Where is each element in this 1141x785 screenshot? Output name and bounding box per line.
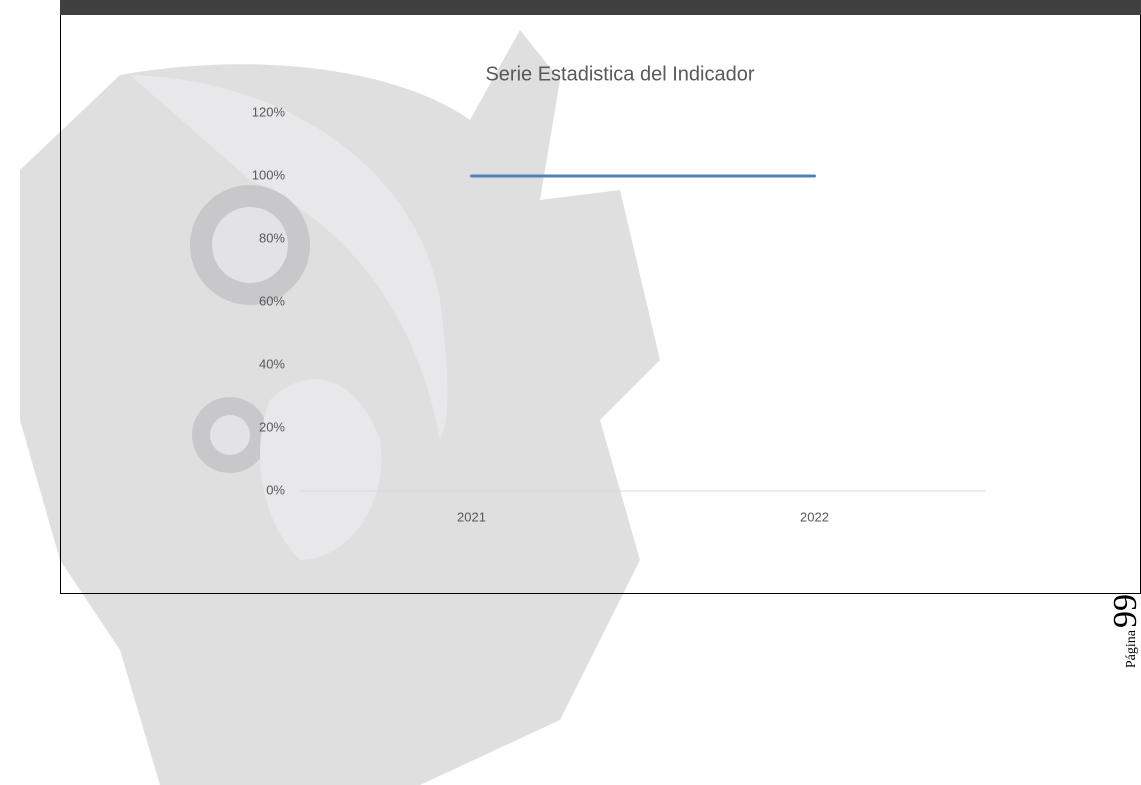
y-tick-label: 100%	[252, 167, 286, 182]
x-tick-label: 2022	[800, 509, 829, 524]
header-bar	[60, 0, 1141, 15]
y-tick-label: 0%	[266, 482, 285, 497]
page: Serie Estadistica del Indicador Página 9…	[0, 0, 1141, 785]
y-tick-label: 40%	[259, 356, 285, 371]
y-tick-label: 120%	[252, 104, 286, 119]
page-label: Página	[1124, 629, 1139, 668]
y-tick-label: 80%	[259, 230, 285, 245]
page-number-value: 99	[1107, 594, 1141, 628]
page-number: Página 99	[1107, 594, 1141, 668]
y-tick-label: 60%	[259, 293, 285, 308]
chart-title: Serie Estadistica del Indicador	[485, 63, 754, 85]
y-tick-label: 20%	[259, 419, 285, 434]
document-page: Serie Estadistica del Indicador Página 9…	[0, 0, 1141, 785]
x-tick-label: 2021	[457, 509, 486, 524]
watermark	[20, 30, 660, 785]
